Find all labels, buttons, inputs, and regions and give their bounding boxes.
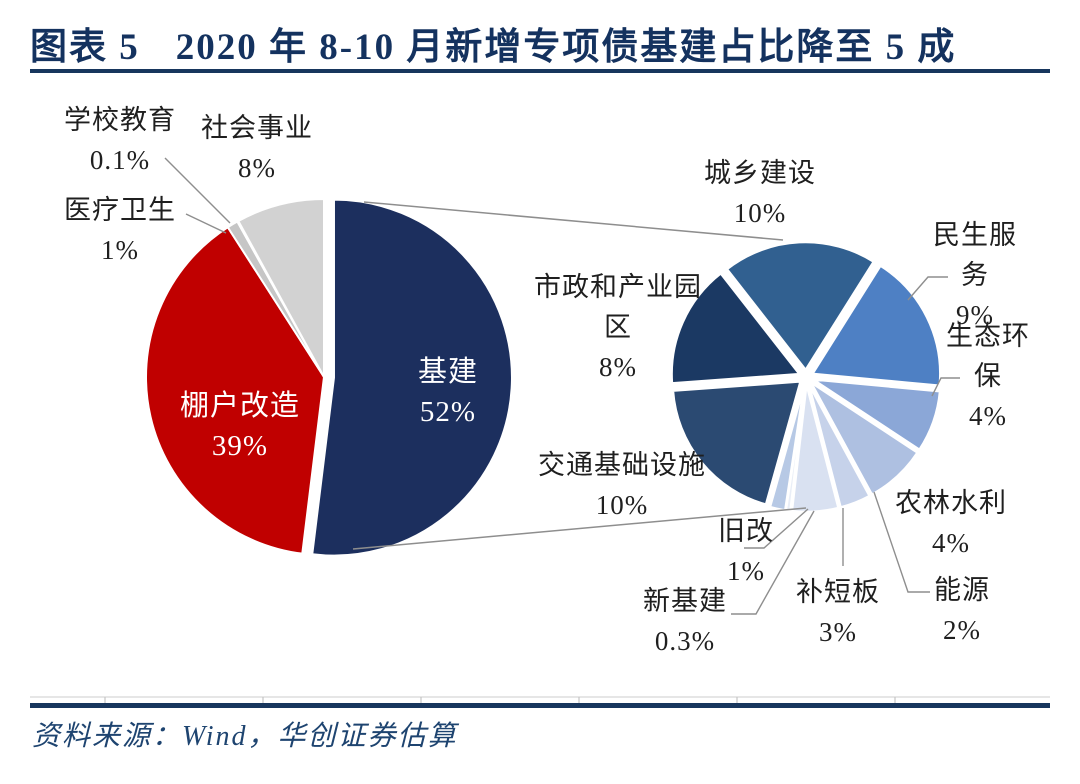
label-leader-line [731,510,815,615]
series-connector-line [363,201,784,241]
pie-slice [237,198,325,378]
figure-header: 图表 5 2020 年 8-10 月新增专项债基建占比降至 5 成 [30,16,1050,70]
label-leader-line [931,377,960,397]
pie-slice [671,380,802,506]
figure-number: 图表 5 [30,27,140,68]
label-leader-line [744,508,809,549]
series-connector-line [352,507,807,550]
title-divider [30,69,1050,73]
pie-slice [670,272,801,385]
label-leader-line [873,491,930,593]
label-leader-line [907,276,948,301]
figure-title: 2020 年 8-10 月新增专项债基建占比降至 5 成 [175,27,957,68]
label-leader-line [164,157,231,224]
label-leader-line [185,213,227,234]
pie-slice [809,380,919,496]
bottom-divider [30,703,1050,708]
pie-slice [811,264,942,388]
source-note: 资料来源：Wind，华创证券估算 [32,721,458,752]
pie-slice [807,382,871,509]
pie-slice [811,378,942,452]
pie-slice [311,198,513,557]
pie-slice [790,382,840,514]
pie-slice [725,240,876,372]
